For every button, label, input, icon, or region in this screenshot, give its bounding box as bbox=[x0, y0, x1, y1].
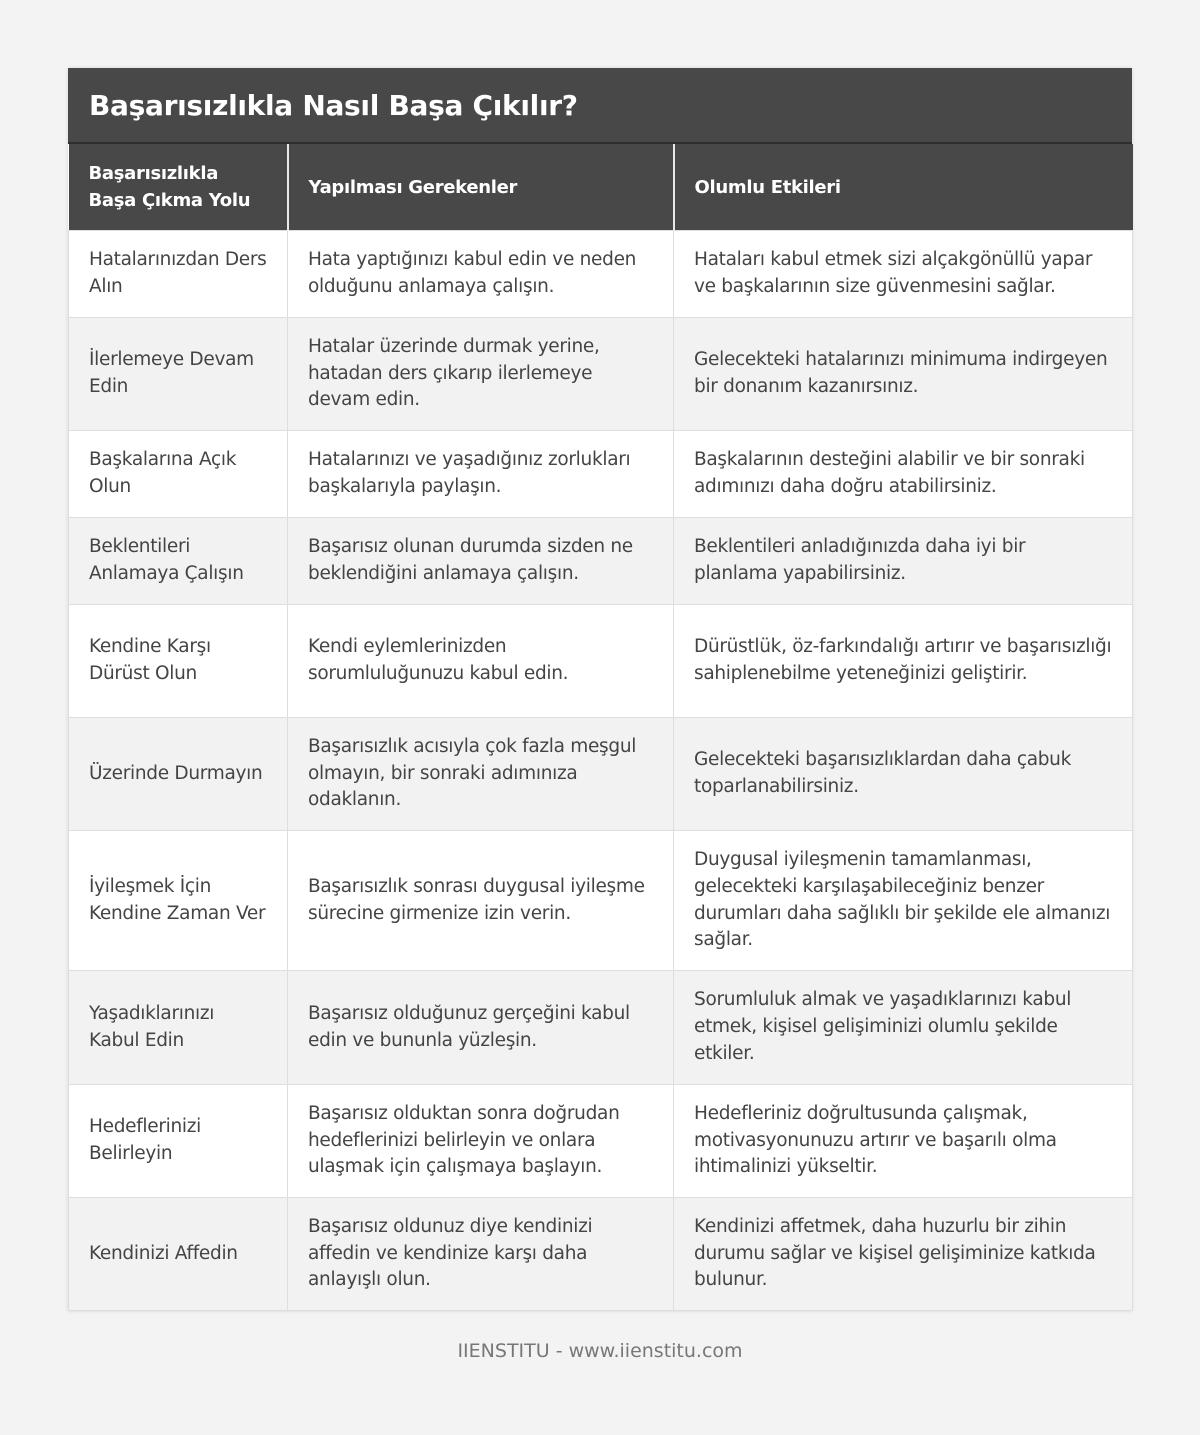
table-cell: Kendinizi affetmek, daha huzurlu bir zih… bbox=[673, 1197, 1133, 1311]
table-cell: Yaşadıklarınızı Kabul Edin bbox=[68, 970, 288, 1085]
table-cell: İyileşmek İçin Kendine Zaman Ver bbox=[68, 830, 288, 971]
table-row: Üzerinde Durmayın Başarısızlık acısıyla ç… bbox=[68, 717, 1133, 831]
table-row: İlerlemeye Devam Edin Hatalar üzerinde du… bbox=[68, 317, 1133, 431]
table-cell: Hedefleriniz doğrultusunda çalışmak, mot… bbox=[673, 1084, 1133, 1198]
table-row: Başkalarına Açık Olun Hatalarınızı ve yaş… bbox=[68, 430, 1133, 518]
table-cell: Hedeflerinizi Belirleyin bbox=[68, 1084, 288, 1198]
table-row: Kendinizi Affedin Başarısız oldunuz diye … bbox=[68, 1197, 1133, 1311]
table-cell: Başkalarının desteğini alabilir ve bir s… bbox=[673, 430, 1133, 518]
table-cell: Dürüstlük, öz-farkındalığı artırır ve ba… bbox=[673, 604, 1133, 718]
table-cell: Başarısız olduğunuz gerçeğini kabul edin… bbox=[287, 970, 674, 1085]
table-cell: Başkalarına Açık Olun bbox=[68, 430, 288, 518]
table-cell: Sorumluluk almak ve yaşadıklarınızı kabu… bbox=[673, 970, 1133, 1085]
table-cell: Hatalarınızdan Ders Alın bbox=[68, 230, 288, 318]
table-cell: Beklentileri anladığınızda daha iyi bir … bbox=[673, 517, 1133, 605]
table-cell: Başarısız olunan durumda sizden ne bekle… bbox=[287, 517, 674, 605]
table-row: Yaşadıklarınızı Kabul Edin Başarısız oldu… bbox=[68, 970, 1133, 1085]
table-cell: Üzerinde Durmayın bbox=[68, 717, 288, 831]
table-cell: Hataları kabul etmek sizi alçakgönüllü y… bbox=[673, 230, 1133, 318]
table-cell: Başarısızlık sonrası duygusal iyileşme s… bbox=[287, 830, 674, 971]
table-row: Hatalarınızdan Ders Alın Hata yaptığınızı… bbox=[68, 230, 1133, 318]
table-card: Başarısızlıkla Nasıl Başa Çıkılır? Başar… bbox=[68, 68, 1133, 1311]
table-cell: Başarısız olduktan sonra doğrudan hedefl… bbox=[287, 1084, 674, 1198]
table-cell: Başarısız oldunuz diye kendinizi affedin… bbox=[287, 1197, 674, 1311]
footer-credit: IIENSTITU - www.iienstitu.com bbox=[457, 1340, 743, 1362]
table-cell: Duygusal iyileşmenin tamamlanması, gelec… bbox=[673, 830, 1133, 971]
table-cell: Hatalar üzerinde durmak yerine, hatadan … bbox=[287, 317, 674, 431]
table-title: Başarısızlıkla Nasıl Başa Çıkılır? bbox=[68, 68, 1132, 144]
table-cell: İlerlemeye Devam Edin bbox=[68, 317, 288, 431]
table-row: Beklentileri Anlamaya Çalışın Başarısız o… bbox=[68, 517, 1133, 605]
column-header: Yapılması Gerekenler bbox=[286, 144, 674, 231]
table-cell: Hatalarınızı ve yaşadığınız zorlukları b… bbox=[287, 430, 674, 518]
table-cell: Kendine Karşı Dürüst Olun bbox=[68, 604, 288, 718]
table-cell: Gelecekteki başarısızlıklardan daha çabu… bbox=[673, 717, 1133, 831]
table-cell: Başarısızlık acısıyla çok fazla meşgul o… bbox=[287, 717, 674, 831]
data-table: Başarısızlıkla Başa Çıkma Yolu Yapılması… bbox=[68, 144, 1133, 1311]
table-row: Kendine Karşı Dürüst Olun Kendi eylemleri… bbox=[68, 604, 1133, 718]
table-cell: Kendi eylemlerinizden sorumluluğunuzu ka… bbox=[287, 604, 674, 718]
table-row: Hedeflerinizi Belirleyin Başarısız oldukt… bbox=[68, 1084, 1133, 1198]
column-header: Başarısızlıkla Başa Çıkma Yolu bbox=[68, 144, 288, 231]
table-cell: Kendinizi Affedin bbox=[68, 1197, 288, 1311]
table-row: İyileşmek İçin Kendine Zaman Ver Başarısı… bbox=[68, 830, 1133, 971]
table-cell: Beklentileri Anlamaya Çalışın bbox=[68, 517, 288, 605]
header-row: Başarısızlıkla Başa Çıkma Yolu Yapılması… bbox=[68, 144, 1133, 231]
table-cell: Gelecekteki hatalarınızı minimuma indirg… bbox=[673, 317, 1133, 431]
table-cell: Hata yaptığınızı kabul edin ve neden old… bbox=[287, 230, 674, 318]
column-header: Olumlu Etkileri bbox=[672, 144, 1133, 231]
